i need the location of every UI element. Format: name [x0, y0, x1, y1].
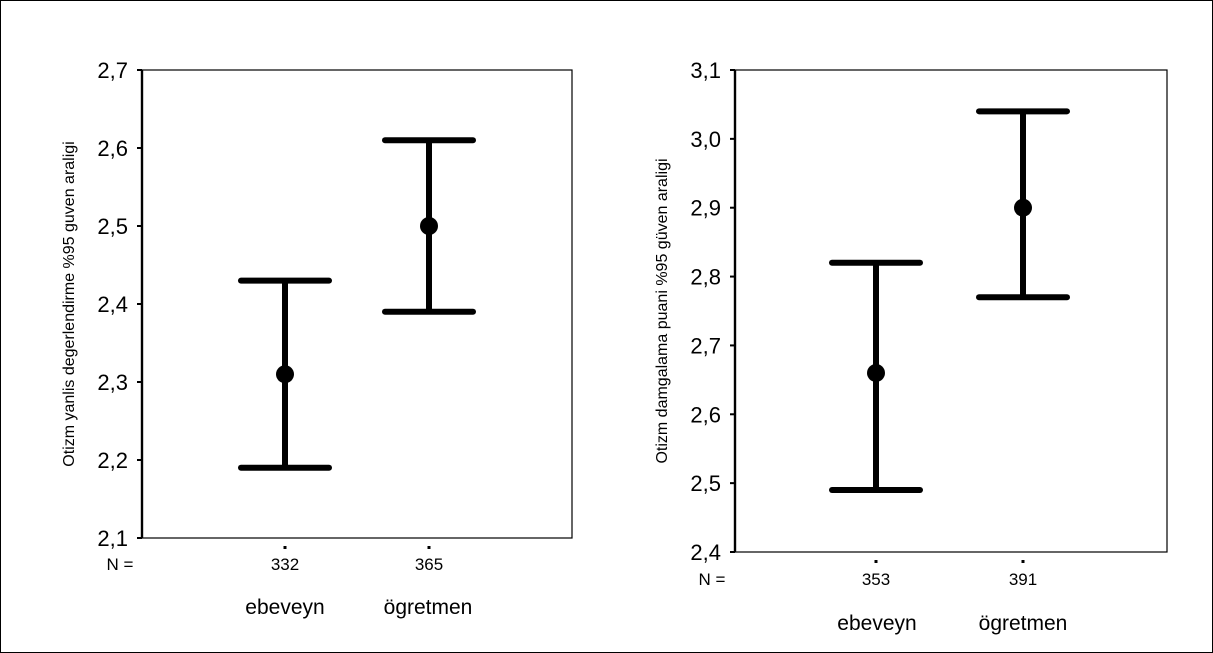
y-axis-title: Otizm damgalama puani %95 güven araligi [654, 158, 671, 463]
category-label: ögretmen [979, 612, 1068, 635]
y-tick-label: 2,8 [690, 265, 721, 290]
plot-frame [141, 69, 573, 539]
mean-point-ebeveyn [276, 365, 294, 384]
y-tick-label: 2,9 [690, 196, 721, 221]
n-value: 365 [415, 555, 443, 574]
y-tick-label: 2,4 [690, 540, 721, 565]
n-label: N = [107, 555, 134, 574]
y-tick-label: 3,1 [690, 58, 721, 83]
n-value: 332 [271, 555, 299, 574]
x-tick [427, 546, 431, 549]
y-tick-label: 2,6 [97, 136, 128, 161]
y-tick-label: 2,4 [97, 292, 128, 317]
plot-frame [734, 69, 1168, 553]
y-tick-label: 2,2 [97, 448, 128, 473]
category-label: ögretmen [384, 596, 473, 619]
n-label: N = [699, 570, 726, 589]
x-tick [283, 546, 287, 549]
y-tick-label: 2,5 [690, 471, 721, 496]
y-tick-label: 2,7 [97, 58, 128, 83]
n-value: 391 [1009, 570, 1037, 589]
y-tick-label: 2,3 [97, 370, 128, 395]
y-tick-label: 3,0 [690, 127, 721, 152]
y-tick-label: 2,1 [97, 526, 128, 551]
y-tick-label: 2,6 [690, 402, 721, 427]
y-tick-label: 2,7 [690, 333, 721, 358]
category-label: ebeveyn [837, 612, 916, 635]
y-axis-title: Otizm yanlis degerlendirme %95 guven ara… [61, 141, 78, 467]
y-tick-label: 2,5 [97, 214, 128, 239]
mean-point-ögretmen [1014, 198, 1032, 217]
x-tick [1021, 560, 1025, 563]
x-tick [874, 560, 878, 563]
n-value: 353 [862, 570, 890, 589]
mean-point-ebeveyn [867, 363, 885, 382]
mean-point-ögretmen [420, 217, 438, 235]
category-label: ebeveyn [245, 596, 324, 619]
